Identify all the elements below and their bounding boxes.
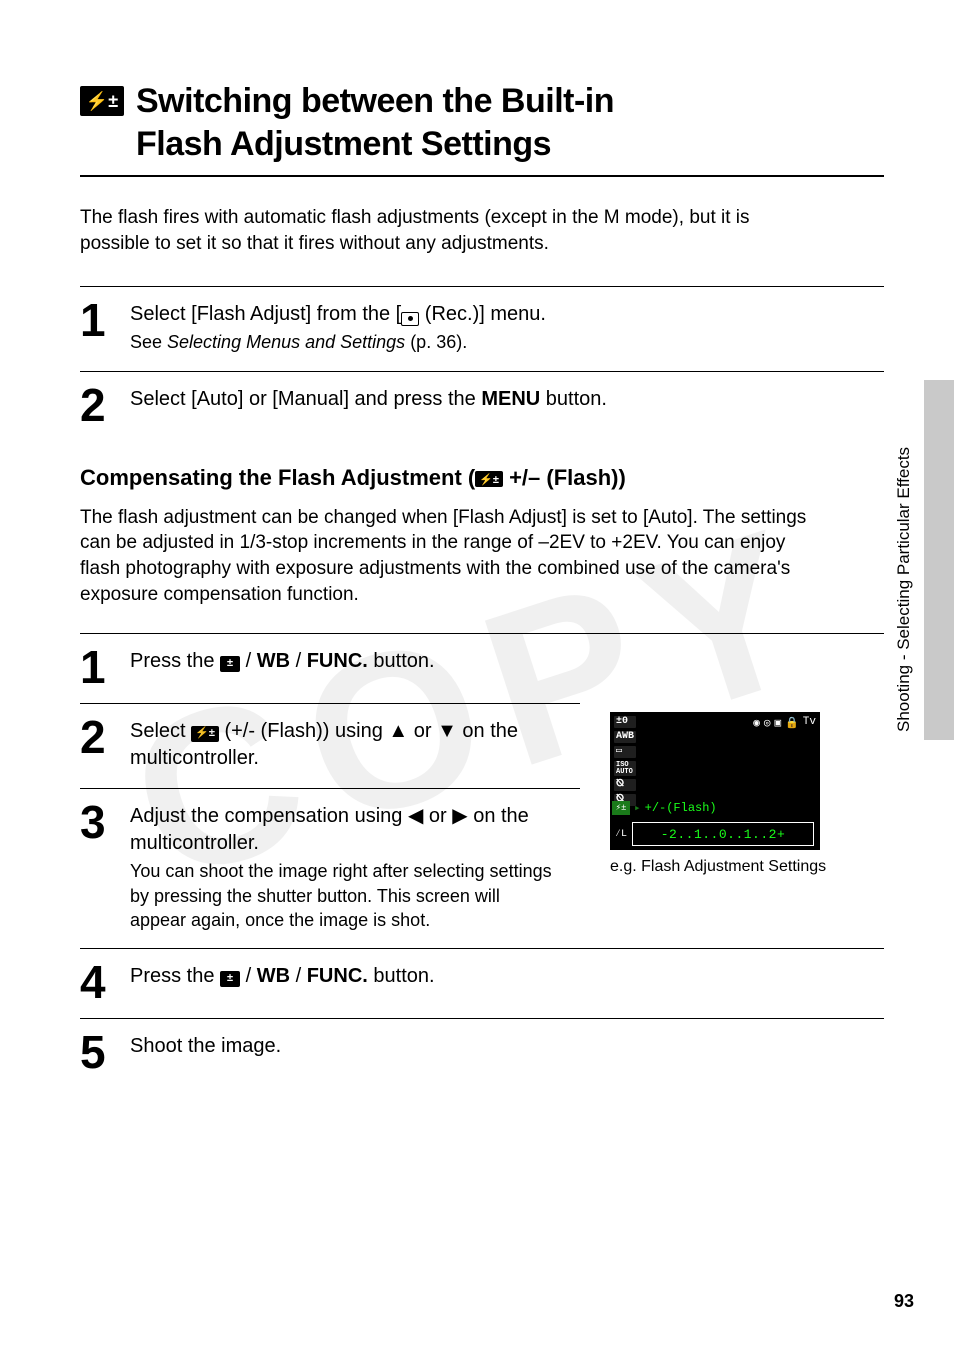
text: Compensating the Flash Adjustment ( [80, 465, 475, 490]
comp-step-2-heading: Select ⚡± (+/- (Flash)) using ▲ or ▼ on … [130, 718, 560, 772]
left-arrow-icon: ◀ [408, 805, 423, 827]
step-1: 1 Select [Flash Adjust] from the [ (Rec.… [80, 287, 820, 370]
step-number: 3 [80, 803, 112, 842]
comp-step-3-body: You can shoot the image right after sele… [130, 859, 560, 932]
step-number: 1 [80, 301, 112, 340]
lcd-icon: ISO AUTO [614, 761, 636, 776]
step-2-heading: Select [Auto] or [Manual] and press the … [130, 386, 820, 413]
right-arrow-icon: ▶ [452, 805, 467, 827]
lcd-flash-pm-icon: ⚡± [612, 801, 630, 815]
comp-step-3: 3 Adjust the compensation using ◀ or ▶ o… [80, 789, 560, 948]
down-arrow-icon: ▼ [437, 720, 457, 742]
page-number: 93 [894, 1291, 914, 1312]
title-underline [80, 175, 884, 177]
text: button. [368, 965, 435, 987]
lcd-icon: 🔒 [785, 716, 799, 730]
text: / [290, 965, 307, 987]
page-title-line1: Switching between the Built-in [136, 80, 614, 123]
text: button. [540, 388, 607, 410]
text: Press the [130, 965, 220, 987]
text: Adjust the compensation using [130, 805, 408, 827]
lcd-scale-box: -2..1..0..1..2+ [632, 822, 814, 846]
lcd-icon: ▣ [774, 716, 781, 730]
comp-step-2: 2 Select ⚡± (+/- (Flash)) using ▲ or ▼ o… [80, 704, 560, 788]
lcd-icon: ⦰ [614, 779, 636, 791]
step-1-heading: Select [Flash Adjust] from the [ (Rec.)]… [130, 301, 820, 328]
lcd-left-icons: ±0 AWB ▭ ISO AUTO ⦰ ⦰ [614, 716, 636, 806]
lcd-highlight-label: +/-(Flash) [645, 801, 717, 815]
lcd-icon: ±0 [614, 716, 636, 728]
text: or [408, 720, 437, 742]
text: ) [619, 465, 626, 490]
text: (Rec.)] menu. [419, 303, 546, 325]
subsection-title: Compensating the Flash Adjustment (⚡± +/… [80, 465, 884, 491]
text: or [423, 805, 452, 827]
lcd-icon: AWB [614, 731, 636, 743]
lcd-arrow-icon: ▸ [634, 801, 641, 815]
text: button. [368, 650, 435, 672]
comp-step-1: 1 Press the ± / WB / FUNC. button. [80, 634, 820, 703]
flash-pm-icon: ⚡± [475, 471, 503, 487]
menu-button-label: MENU [481, 388, 540, 410]
lcd-example-screenshot: ±0 AWB ▭ ISO AUTO ⦰ ⦰ ◉ ◎ ▣ 🔒 Tv ⚡± ▸ +/… [610, 712, 820, 850]
comp-step-1-heading: Press the ± / WB / FUNC. button. [130, 648, 820, 675]
step-number: 2 [80, 386, 112, 425]
lcd-scale: -2..1..0..1..2+ [661, 827, 786, 842]
text: (p. 36). [405, 332, 467, 352]
comp-step-3-heading: Adjust the compensation using ◀ or ▶ on … [130, 803, 560, 857]
page-title-block: ⚡± Switching between the Built-in Flash … [80, 80, 884, 177]
wb-label: WB [257, 965, 290, 987]
step-2: 2 Select [Auto] or [Manual] and press th… [80, 372, 820, 441]
up-arrow-icon: ▲ [388, 720, 408, 742]
text: / [290, 650, 307, 672]
wb-label: WB [257, 650, 290, 672]
comp-step-5-heading: Shoot the image. [130, 1033, 820, 1060]
text: Select [Auto] or [Manual] and press the [130, 388, 481, 410]
rec-menu-icon [401, 312, 419, 326]
page-title-line2: Flash Adjustment Settings [136, 123, 551, 166]
step-number: 4 [80, 963, 112, 1002]
text: Select [Flash Adjust] from the [ [130, 303, 401, 325]
func-label: FUNC. [307, 965, 368, 987]
lcd-caption: e.g. Flash Adjustment Settings [610, 858, 830, 876]
flash-adjust-icon: ⚡± [80, 86, 124, 116]
comp-step-4-heading: Press the ± / WB / FUNC. button. [130, 963, 820, 990]
flash-pm-icon: ⚡± [191, 726, 219, 742]
exposure-pm-icon: ± [220, 656, 240, 672]
comp-step-5: 5 Shoot the image. [80, 1019, 820, 1088]
text: Press the [130, 650, 220, 672]
text: See [130, 332, 167, 352]
step-number: 1 [80, 648, 112, 687]
lcd-highlight-row: ⚡± ▸ +/-(Flash) [612, 800, 818, 816]
text: Select [130, 720, 191, 742]
reference-italic: Selecting Menus and Settings [167, 332, 405, 352]
side-thumb-tab [924, 380, 954, 740]
lcd-icon: ◎ [764, 716, 771, 730]
lcd-bl-icon: ⁄L [614, 822, 628, 846]
step-number: 5 [80, 1033, 112, 1072]
lcd-icon: ◉ [753, 716, 760, 730]
lcd-icon: Tv [803, 716, 816, 730]
lcd-icon: ▭ [614, 746, 636, 758]
intro-paragraph: The flash fires with automatic flash adj… [80, 205, 820, 256]
step-1-sub: See Selecting Menus and Settings (p. 36)… [130, 330, 820, 354]
comp-step-4: 4 Press the ± / WB / FUNC. button. [80, 949, 820, 1018]
lcd-right-icons: ◉ ◎ ▣ 🔒 Tv [753, 716, 816, 730]
step-number: 2 [80, 718, 112, 757]
func-label: FUNC. [307, 650, 368, 672]
text: / [240, 965, 257, 987]
text: (+/- (Flash)) using [219, 720, 388, 742]
explain-paragraph: The flash adjustment can be changed when… [80, 505, 820, 608]
text: / [240, 650, 257, 672]
text: +/– (Flash) [509, 465, 618, 490]
side-section-label: Shooting - Selecting Particular Effects [894, 388, 914, 732]
exposure-pm-icon: ± [220, 971, 240, 987]
